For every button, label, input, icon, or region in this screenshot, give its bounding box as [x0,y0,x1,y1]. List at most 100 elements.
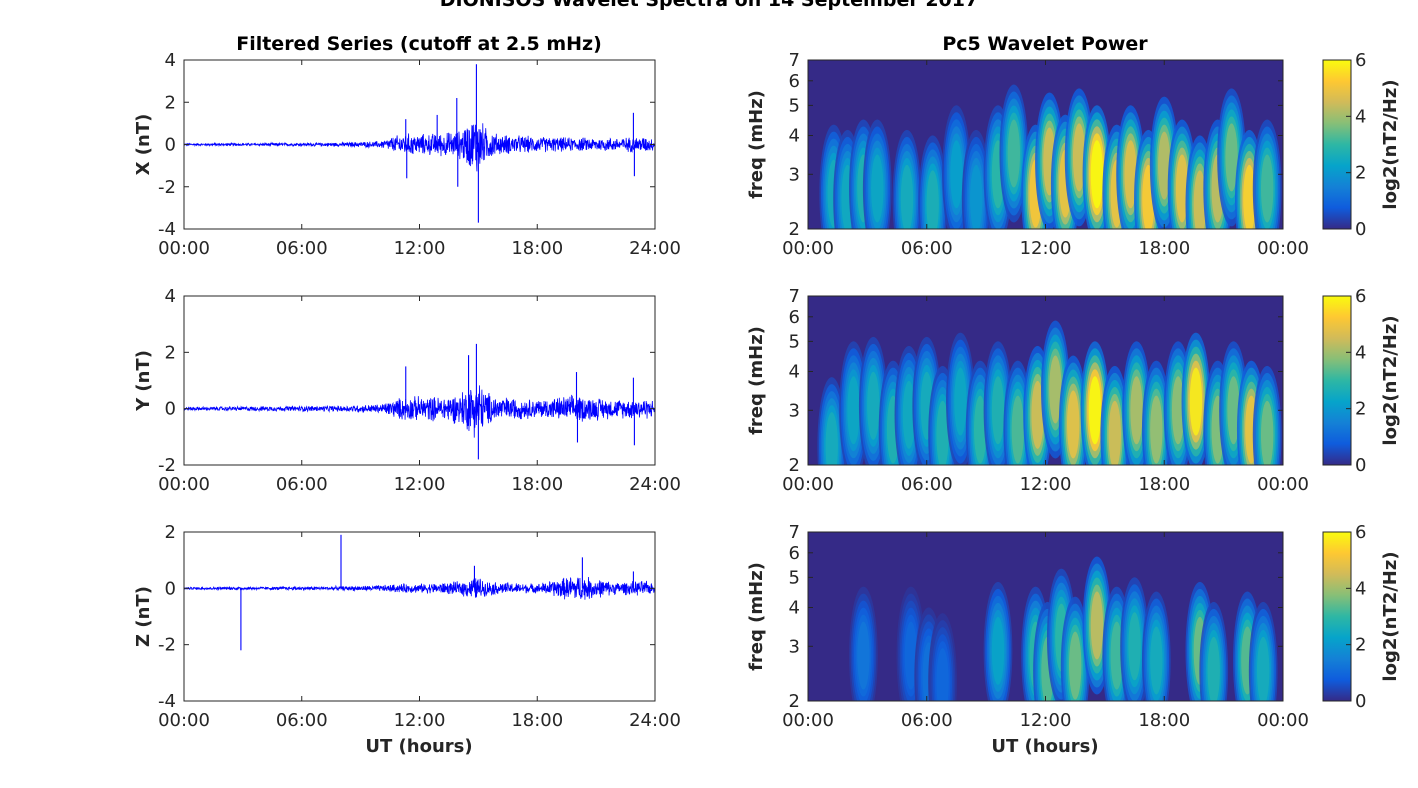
power-blob [1260,400,1274,465]
power-blob [1243,164,1256,229]
y-axis-label: Y (nT) [133,350,154,412]
power-blob [926,170,939,229]
heatmap-cells [817,320,1282,465]
power-blob [954,367,967,436]
power-blob [1090,591,1104,660]
colorbar-tick-label: 0 [1355,219,1366,240]
y-tick-label: 0 [165,135,176,156]
y-tick-label: 4 [165,50,176,71]
x-tick-label: 00:00 [782,474,834,495]
series-trace-group [184,534,655,651]
heatmap-cells [849,556,1278,701]
colorbar [1322,295,1352,466]
y-axis-label: freq (mHz) [746,90,767,199]
power-blob [1260,154,1274,223]
power-blob [1257,636,1270,701]
power-blob [936,648,949,701]
power-blob [825,412,838,465]
power-blob [902,380,916,449]
colorbar-tick-label: 4 [1355,342,1366,363]
x-tick-label: 18:00 [1138,710,1190,731]
y-tick-label: 5 [789,567,800,588]
power-blob [871,154,884,223]
power-blob [1128,612,1141,681]
power-blob [936,400,949,465]
left-x-axis-label: UT (hours) [365,736,472,757]
power-blob [1072,123,1086,192]
y-tick-label: 4 [789,125,800,146]
x-tick-label: 06:00 [276,474,328,495]
x-tick-label: 24:00 [629,710,681,731]
y-tick-label: 4 [789,361,800,382]
left-column-title: Filtered Series (cutoff at 2.5 mHz) [236,33,602,55]
y-axis-label: Z (nT) [133,586,154,647]
y-tick-label: 5 [789,331,800,352]
x-tick-label: 18:00 [511,238,563,259]
series-trace-group [184,343,655,460]
x-tick-label: 00:00 [158,474,210,495]
colorbar-tick-label: 6 [1355,50,1366,71]
y-tick-label: -2 [158,635,176,656]
power-blob [970,164,983,229]
power-blob [1090,140,1104,209]
y-tick-label: 3 [789,636,800,657]
x-tick-label: 12:00 [1020,238,1072,259]
colorbar-label: log2(nT2/Hz) [1380,315,1401,445]
colorbar-tick-label: 4 [1355,106,1366,127]
right-x-axis-label: UT (hours) [991,736,1098,757]
plot-frame [183,531,656,702]
y-tick-label: 6 [789,307,800,328]
colorbar-tick-label: 6 [1355,522,1366,543]
power-blob [1031,380,1044,449]
power-blob [991,376,1005,445]
y-tick-label: 2 [789,691,800,712]
y-tick-label: 6 [789,543,800,564]
power-blob [1150,626,1163,695]
x-tick-label: 18:00 [1138,238,1190,259]
power-blob [847,376,860,445]
x-tick-label: 06:00 [276,710,328,731]
y-axis-label: freq (mHz) [746,562,767,671]
power-blob [991,616,1005,685]
colorbar-tick-label: 0 [1355,455,1366,476]
y-tick-label: 2 [165,92,176,113]
power-blob [867,371,880,440]
colorbar-tick-label: 2 [1355,635,1366,656]
colorbar-tick-label: 0 [1355,691,1366,712]
y-tick-label: 3 [789,400,800,421]
y-tick-label: 2 [165,522,176,543]
y-axis-label: freq (mHz) [746,326,767,435]
y-tick-label: -4 [158,219,176,240]
y-tick-label: 4 [165,286,176,307]
power-blob [1011,395,1024,464]
x-tick-label: 18:00 [511,474,563,495]
power-blob [1227,376,1240,445]
power-blob [904,621,918,690]
y-tick-label: 2 [165,342,176,363]
x-tick-label: 06:00 [901,474,953,495]
series-panel-z: 2 0 -2 -400:00 06:00 12:00 18:00 24:00 Z (nT) [133,522,681,731]
y-tick-label: 0 [165,578,176,599]
y-tick-label: 3 [789,164,800,185]
colorbar [1322,59,1352,230]
colorbar-label: log2(nT2/Hz) [1380,79,1401,209]
y-axis-label: X (nT) [133,114,154,176]
series-trace-y [184,385,655,438]
x-tick-label: 06:00 [901,238,953,259]
y-tick-label: 2 [789,455,800,476]
colorbar-tick-label: 2 [1355,399,1366,420]
x-tick-label: 12:00 [1020,710,1072,731]
x-tick-label: 18:00 [1138,474,1190,495]
right-column-title: Pc5 Wavelet Power [942,33,1148,55]
power-blob [857,621,870,690]
colorbar-tick-label: 4 [1355,578,1366,599]
power-blob [1088,376,1102,445]
x-tick-label: 18:00 [511,710,563,731]
power-blob [1207,636,1220,701]
power-blob [1049,355,1062,424]
power-blob [1171,376,1185,445]
colorbar-tick-label: 6 [1355,286,1366,307]
x-tick-label: 06:00 [901,710,953,731]
